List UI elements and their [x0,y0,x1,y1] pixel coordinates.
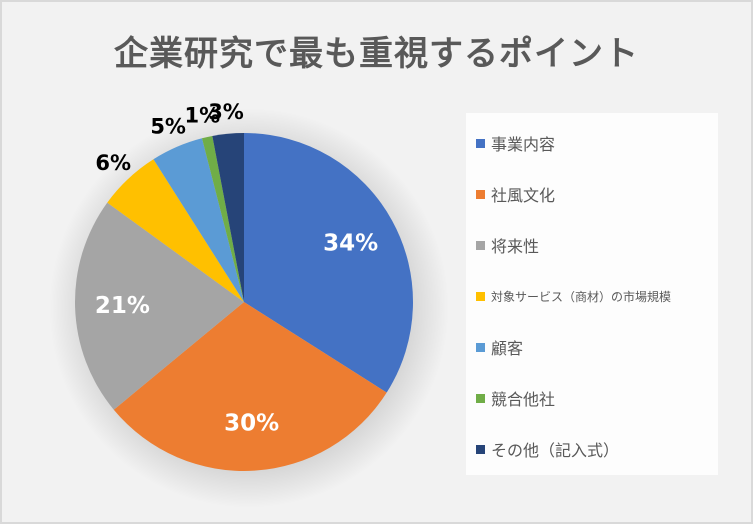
pie-slices [75,133,413,472]
legend-item-future: 将来性 [476,233,539,257]
legend-item-market-size: 対象サービス（商材）の市場規模 [476,288,671,305]
legend-marker-icon [476,292,485,301]
pie-value-label: 30% [224,410,279,436]
pie-value-label: 6% [95,151,131,175]
legend-marker-icon [476,240,485,250]
legend: 事業内容 社風文化 将来性 対象サービス（商材）の市場規模 顧客 競合他社 その… [466,113,718,475]
legend-label: 顧客 [491,339,524,358]
legend-item-competitors: 競合他社 [476,386,555,410]
legend-marker-icon [476,138,485,148]
pie-value-label: 1% [185,104,221,128]
pie-slice [212,133,244,302]
legend-label: 将来性 [491,237,540,256]
legend-item-customers: 顧客 [476,335,523,359]
legend-label: 対象サービス（商材）の市場規模 [491,290,672,304]
legend-marker-icon [476,444,485,454]
pie-value-label: 34% [323,230,378,256]
pie-slice [113,302,387,472]
pie-slice [75,202,244,410]
pie-slice [153,138,244,302]
pie-value-label: 5% [150,115,186,139]
pie-value-label: 21% [95,293,150,319]
legend-item-culture: 社風文化 [476,182,555,206]
chart-title: 企業研究で最も重視するポイント [114,34,639,74]
pie-slice [107,159,245,302]
legend-label: その他（記入式） [491,441,620,460]
legend-marker-icon [476,393,485,403]
legend-marker-icon [476,189,485,199]
pie-value-label: 3% [208,100,244,124]
legend-label: 競合他社 [491,390,556,409]
legend-item-other: その他（記入式） [476,437,619,461]
pie-labels: 34% 30% 21% 6% 5%1%3% [95,100,378,437]
pie-slice [201,135,244,302]
legend-label: 社風文化 [491,186,556,205]
legend-item-business: 事業内容 [476,131,555,155]
pie-slice [244,133,413,393]
legend-label: 事業内容 [491,135,556,154]
legend-marker-icon [476,342,485,352]
